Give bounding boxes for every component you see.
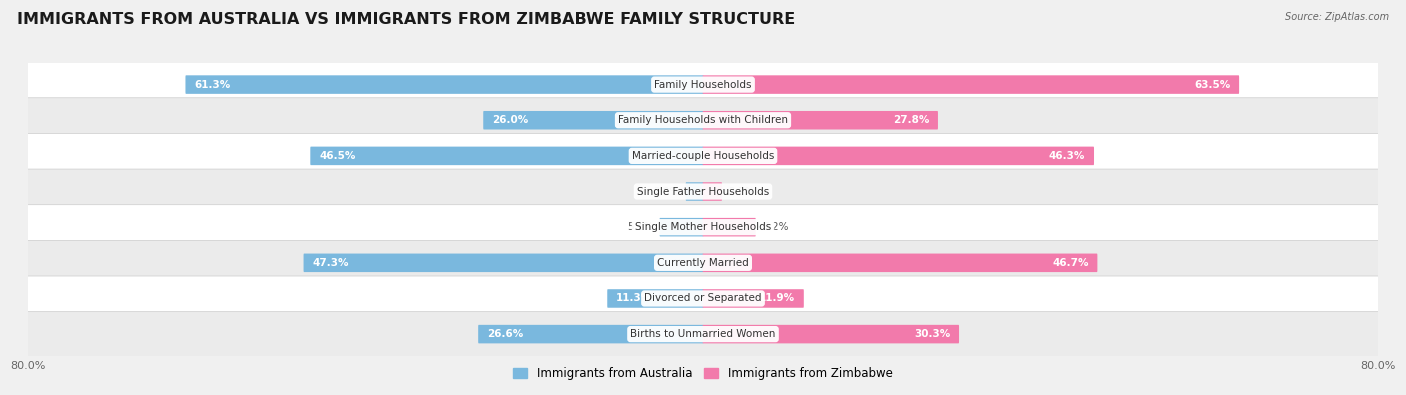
FancyBboxPatch shape <box>607 289 703 308</box>
FancyBboxPatch shape <box>478 325 703 343</box>
Text: Family Households: Family Households <box>654 79 752 90</box>
Text: 46.3%: 46.3% <box>1049 151 1085 161</box>
Text: 63.5%: 63.5% <box>1194 79 1230 90</box>
FancyBboxPatch shape <box>27 169 1379 214</box>
FancyBboxPatch shape <box>311 147 703 165</box>
Text: IMMIGRANTS FROM AUSTRALIA VS IMMIGRANTS FROM ZIMBABWE FAMILY STRUCTURE: IMMIGRANTS FROM AUSTRALIA VS IMMIGRANTS … <box>17 12 796 27</box>
Text: 46.5%: 46.5% <box>319 151 356 161</box>
FancyBboxPatch shape <box>27 134 1379 178</box>
Text: 5.1%: 5.1% <box>627 222 654 232</box>
FancyBboxPatch shape <box>27 62 1379 107</box>
FancyBboxPatch shape <box>27 98 1379 143</box>
Text: 2.2%: 2.2% <box>728 186 755 197</box>
FancyBboxPatch shape <box>304 254 703 272</box>
Text: Single Mother Households: Single Mother Households <box>636 222 770 232</box>
FancyBboxPatch shape <box>703 325 959 343</box>
Text: 26.6%: 26.6% <box>486 329 523 339</box>
Text: 27.8%: 27.8% <box>893 115 929 125</box>
FancyBboxPatch shape <box>27 241 1379 285</box>
FancyBboxPatch shape <box>703 75 1239 94</box>
Text: 11.9%: 11.9% <box>759 293 794 303</box>
FancyBboxPatch shape <box>27 312 1379 357</box>
Text: 26.0%: 26.0% <box>492 115 529 125</box>
FancyBboxPatch shape <box>27 276 1379 321</box>
Text: Family Households with Children: Family Households with Children <box>619 115 787 125</box>
FancyBboxPatch shape <box>703 289 804 308</box>
FancyBboxPatch shape <box>484 111 703 130</box>
Text: 30.3%: 30.3% <box>914 329 950 339</box>
Text: Source: ZipAtlas.com: Source: ZipAtlas.com <box>1285 12 1389 22</box>
Text: 61.3%: 61.3% <box>194 79 231 90</box>
Text: Births to Unmarried Women: Births to Unmarried Women <box>630 329 776 339</box>
FancyBboxPatch shape <box>27 205 1379 250</box>
Text: 47.3%: 47.3% <box>312 258 349 268</box>
FancyBboxPatch shape <box>186 75 703 94</box>
Text: Currently Married: Currently Married <box>657 258 749 268</box>
FancyBboxPatch shape <box>703 111 938 130</box>
Text: 6.2%: 6.2% <box>762 222 789 232</box>
FancyBboxPatch shape <box>703 147 1094 165</box>
Text: Divorced or Separated: Divorced or Separated <box>644 293 762 303</box>
Text: Single Father Households: Single Father Households <box>637 186 769 197</box>
FancyBboxPatch shape <box>686 182 703 201</box>
FancyBboxPatch shape <box>703 254 1098 272</box>
Text: 2.0%: 2.0% <box>652 186 679 197</box>
Text: 46.7%: 46.7% <box>1052 258 1088 268</box>
Legend: Immigrants from Australia, Immigrants from Zimbabwe: Immigrants from Australia, Immigrants fr… <box>509 362 897 385</box>
FancyBboxPatch shape <box>703 218 756 237</box>
FancyBboxPatch shape <box>703 182 723 201</box>
FancyBboxPatch shape <box>659 218 703 237</box>
Text: Married-couple Households: Married-couple Households <box>631 151 775 161</box>
Text: 11.3%: 11.3% <box>616 293 652 303</box>
